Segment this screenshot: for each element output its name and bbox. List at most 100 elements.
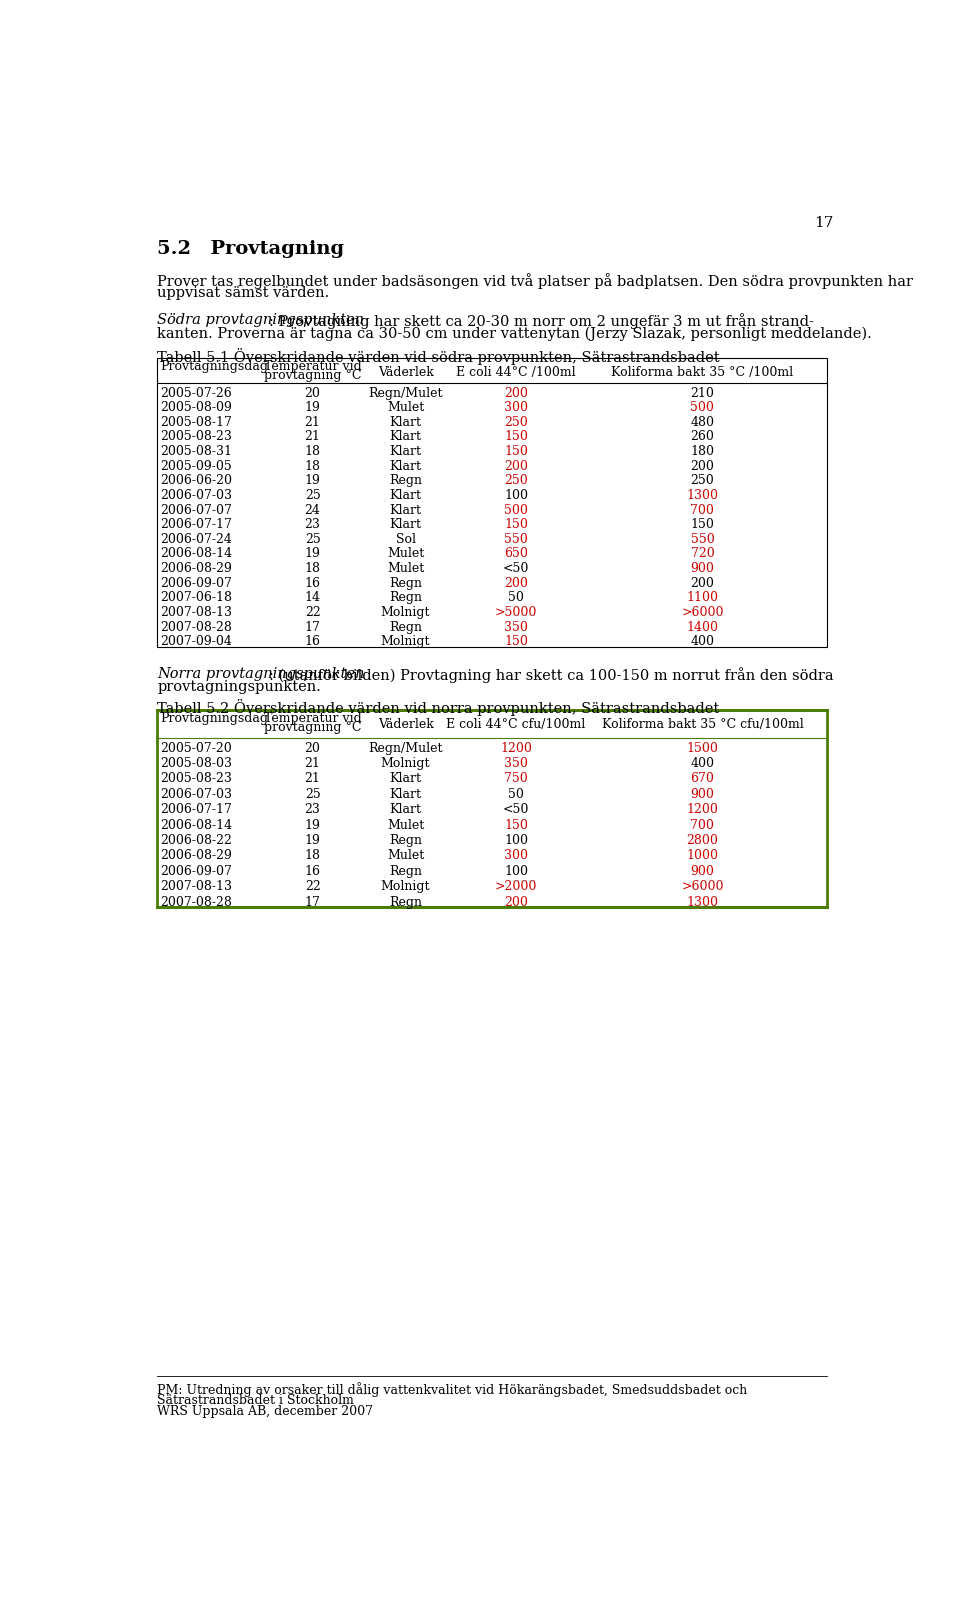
Text: Regn: Regn (389, 834, 422, 847)
Text: 24: 24 (304, 503, 321, 516)
Text: 720: 720 (690, 548, 714, 561)
Text: 550: 550 (690, 534, 714, 547)
Text: 100: 100 (504, 488, 528, 501)
Text: 200: 200 (504, 459, 528, 472)
Text: 18: 18 (304, 459, 321, 472)
Text: 19: 19 (304, 834, 321, 847)
Text: 2005-07-20: 2005-07-20 (160, 742, 232, 755)
Text: 18: 18 (304, 445, 321, 458)
Text: 17: 17 (304, 621, 321, 634)
Text: Mulet: Mulet (387, 401, 424, 414)
Text: 400: 400 (690, 757, 714, 770)
Text: 2006-07-03: 2006-07-03 (160, 787, 232, 800)
Text: 2006-08-14: 2006-08-14 (160, 548, 232, 561)
Text: E coli 44°C /100ml: E coli 44°C /100ml (456, 365, 576, 378)
Text: 250: 250 (504, 416, 528, 429)
Text: 1200: 1200 (500, 742, 532, 755)
Text: Väderlek: Väderlek (377, 365, 434, 378)
Text: 2006-08-29: 2006-08-29 (160, 849, 232, 862)
Text: 100: 100 (504, 834, 528, 847)
Text: >6000: >6000 (682, 880, 724, 893)
Text: 2006-07-17: 2006-07-17 (160, 804, 232, 817)
Text: 2007-08-13: 2007-08-13 (160, 880, 232, 893)
Text: 900: 900 (690, 865, 714, 878)
Text: 180: 180 (690, 445, 714, 458)
Text: 23: 23 (304, 517, 321, 532)
Text: 18: 18 (304, 849, 321, 862)
Text: Molnigt: Molnigt (381, 635, 430, 648)
Text: Klart: Klart (390, 445, 421, 458)
Text: Molnigt: Molnigt (381, 606, 430, 619)
Text: Mulet: Mulet (387, 849, 424, 862)
Text: 2800: 2800 (686, 834, 718, 847)
Text: 20: 20 (304, 742, 321, 755)
Text: 21: 21 (304, 773, 321, 786)
Text: 700: 700 (690, 503, 714, 516)
Text: 1000: 1000 (686, 849, 718, 862)
Text: Klart: Klart (390, 459, 421, 472)
Text: 200: 200 (690, 577, 714, 590)
Text: 19: 19 (304, 548, 321, 561)
Text: 16: 16 (304, 577, 321, 590)
Text: 22: 22 (304, 880, 321, 893)
Text: 1400: 1400 (686, 621, 718, 634)
Text: Provtagningsdag: Provtagningsdag (160, 711, 268, 726)
Text: Klart: Klart (390, 488, 421, 501)
Text: 2005-07-26: 2005-07-26 (160, 386, 232, 399)
Text: Mulet: Mulet (387, 563, 424, 576)
Text: 650: 650 (504, 548, 528, 561)
Text: Klart: Klart (390, 773, 421, 786)
Text: 900: 900 (690, 787, 714, 800)
Text: Regn/Mulet: Regn/Mulet (369, 386, 443, 399)
Text: 350: 350 (504, 757, 528, 770)
Text: 2005-08-23: 2005-08-23 (160, 430, 232, 443)
Text: Tabell 5.1 Överskridande värden vid södra provpunkten, Sätrastrandsbadet: Tabell 5.1 Överskridande värden vid södr… (157, 348, 720, 365)
Text: Tabell 5.2 Överskridande värden vid norra provpunkten, Sätrastrandsbadet: Tabell 5.2 Överskridande värden vid norr… (157, 699, 719, 716)
Text: Molnigt: Molnigt (381, 757, 430, 770)
Text: 200: 200 (504, 896, 528, 909)
Text: 2007-08-28: 2007-08-28 (160, 896, 232, 909)
Text: WRS Uppsala AB, december 2007: WRS Uppsala AB, december 2007 (157, 1405, 373, 1418)
Text: 2007-06-18: 2007-06-18 (160, 592, 232, 605)
Text: 300: 300 (504, 401, 528, 414)
Text: Molnigt: Molnigt (381, 880, 430, 893)
Bar (157, 357, 827, 647)
Text: 1500: 1500 (686, 742, 718, 755)
Text: 100: 100 (504, 865, 528, 878)
Text: 50: 50 (508, 787, 524, 800)
Text: Prover tas regelbundet under badsäsongen vid två platser på badplatsen. Den södr: Prover tas regelbundet under badsäsongen… (157, 273, 913, 289)
Text: : (utanför bilden) Provtagning har skett ca 100-150 m norrut från den södra: : (utanför bilden) Provtagning har skett… (269, 666, 833, 682)
Text: 21: 21 (304, 430, 321, 443)
Text: 2005-09-05: 2005-09-05 (160, 459, 232, 472)
Text: 260: 260 (690, 430, 714, 443)
Text: 50: 50 (508, 592, 524, 605)
Text: 150: 150 (504, 517, 528, 532)
Text: 1100: 1100 (686, 592, 718, 605)
Text: Mulet: Mulet (387, 548, 424, 561)
Text: 16: 16 (304, 635, 321, 648)
Text: Regn: Regn (389, 621, 422, 634)
Text: 150: 150 (504, 445, 528, 458)
Text: Sätrastrandsbadet i Stockholm: Sätrastrandsbadet i Stockholm (157, 1394, 354, 1407)
Text: 25: 25 (304, 534, 321, 547)
Text: Koliforma bakt 35 °C /100ml: Koliforma bakt 35 °C /100ml (612, 365, 794, 378)
Text: 16: 16 (304, 865, 321, 878)
Text: 200: 200 (504, 577, 528, 590)
Text: Regn/Mulet: Regn/Mulet (369, 742, 443, 755)
Text: 2006-06-20: 2006-06-20 (160, 474, 232, 487)
Text: PM: Utredning av orsaker till dålig vattenkvalitet vid Hökarängsbadet, Smedsudds: PM: Utredning av orsaker till dålig vatt… (157, 1383, 748, 1397)
Text: Regn: Regn (389, 577, 422, 590)
Text: 2006-07-03: 2006-07-03 (160, 488, 232, 501)
Text: 350: 350 (504, 621, 528, 634)
Text: 22: 22 (304, 606, 321, 619)
Text: 700: 700 (690, 818, 714, 831)
Text: 500: 500 (504, 503, 528, 516)
Text: Regn: Regn (389, 865, 422, 878)
Text: 480: 480 (690, 416, 714, 429)
Text: Klart: Klart (390, 804, 421, 817)
Text: 150: 150 (504, 430, 528, 443)
Text: Regn: Regn (389, 592, 422, 605)
Text: 900: 900 (690, 563, 714, 576)
Text: 150: 150 (504, 635, 528, 648)
Text: 5.2 Provtagning: 5.2 Provtagning (157, 241, 345, 259)
